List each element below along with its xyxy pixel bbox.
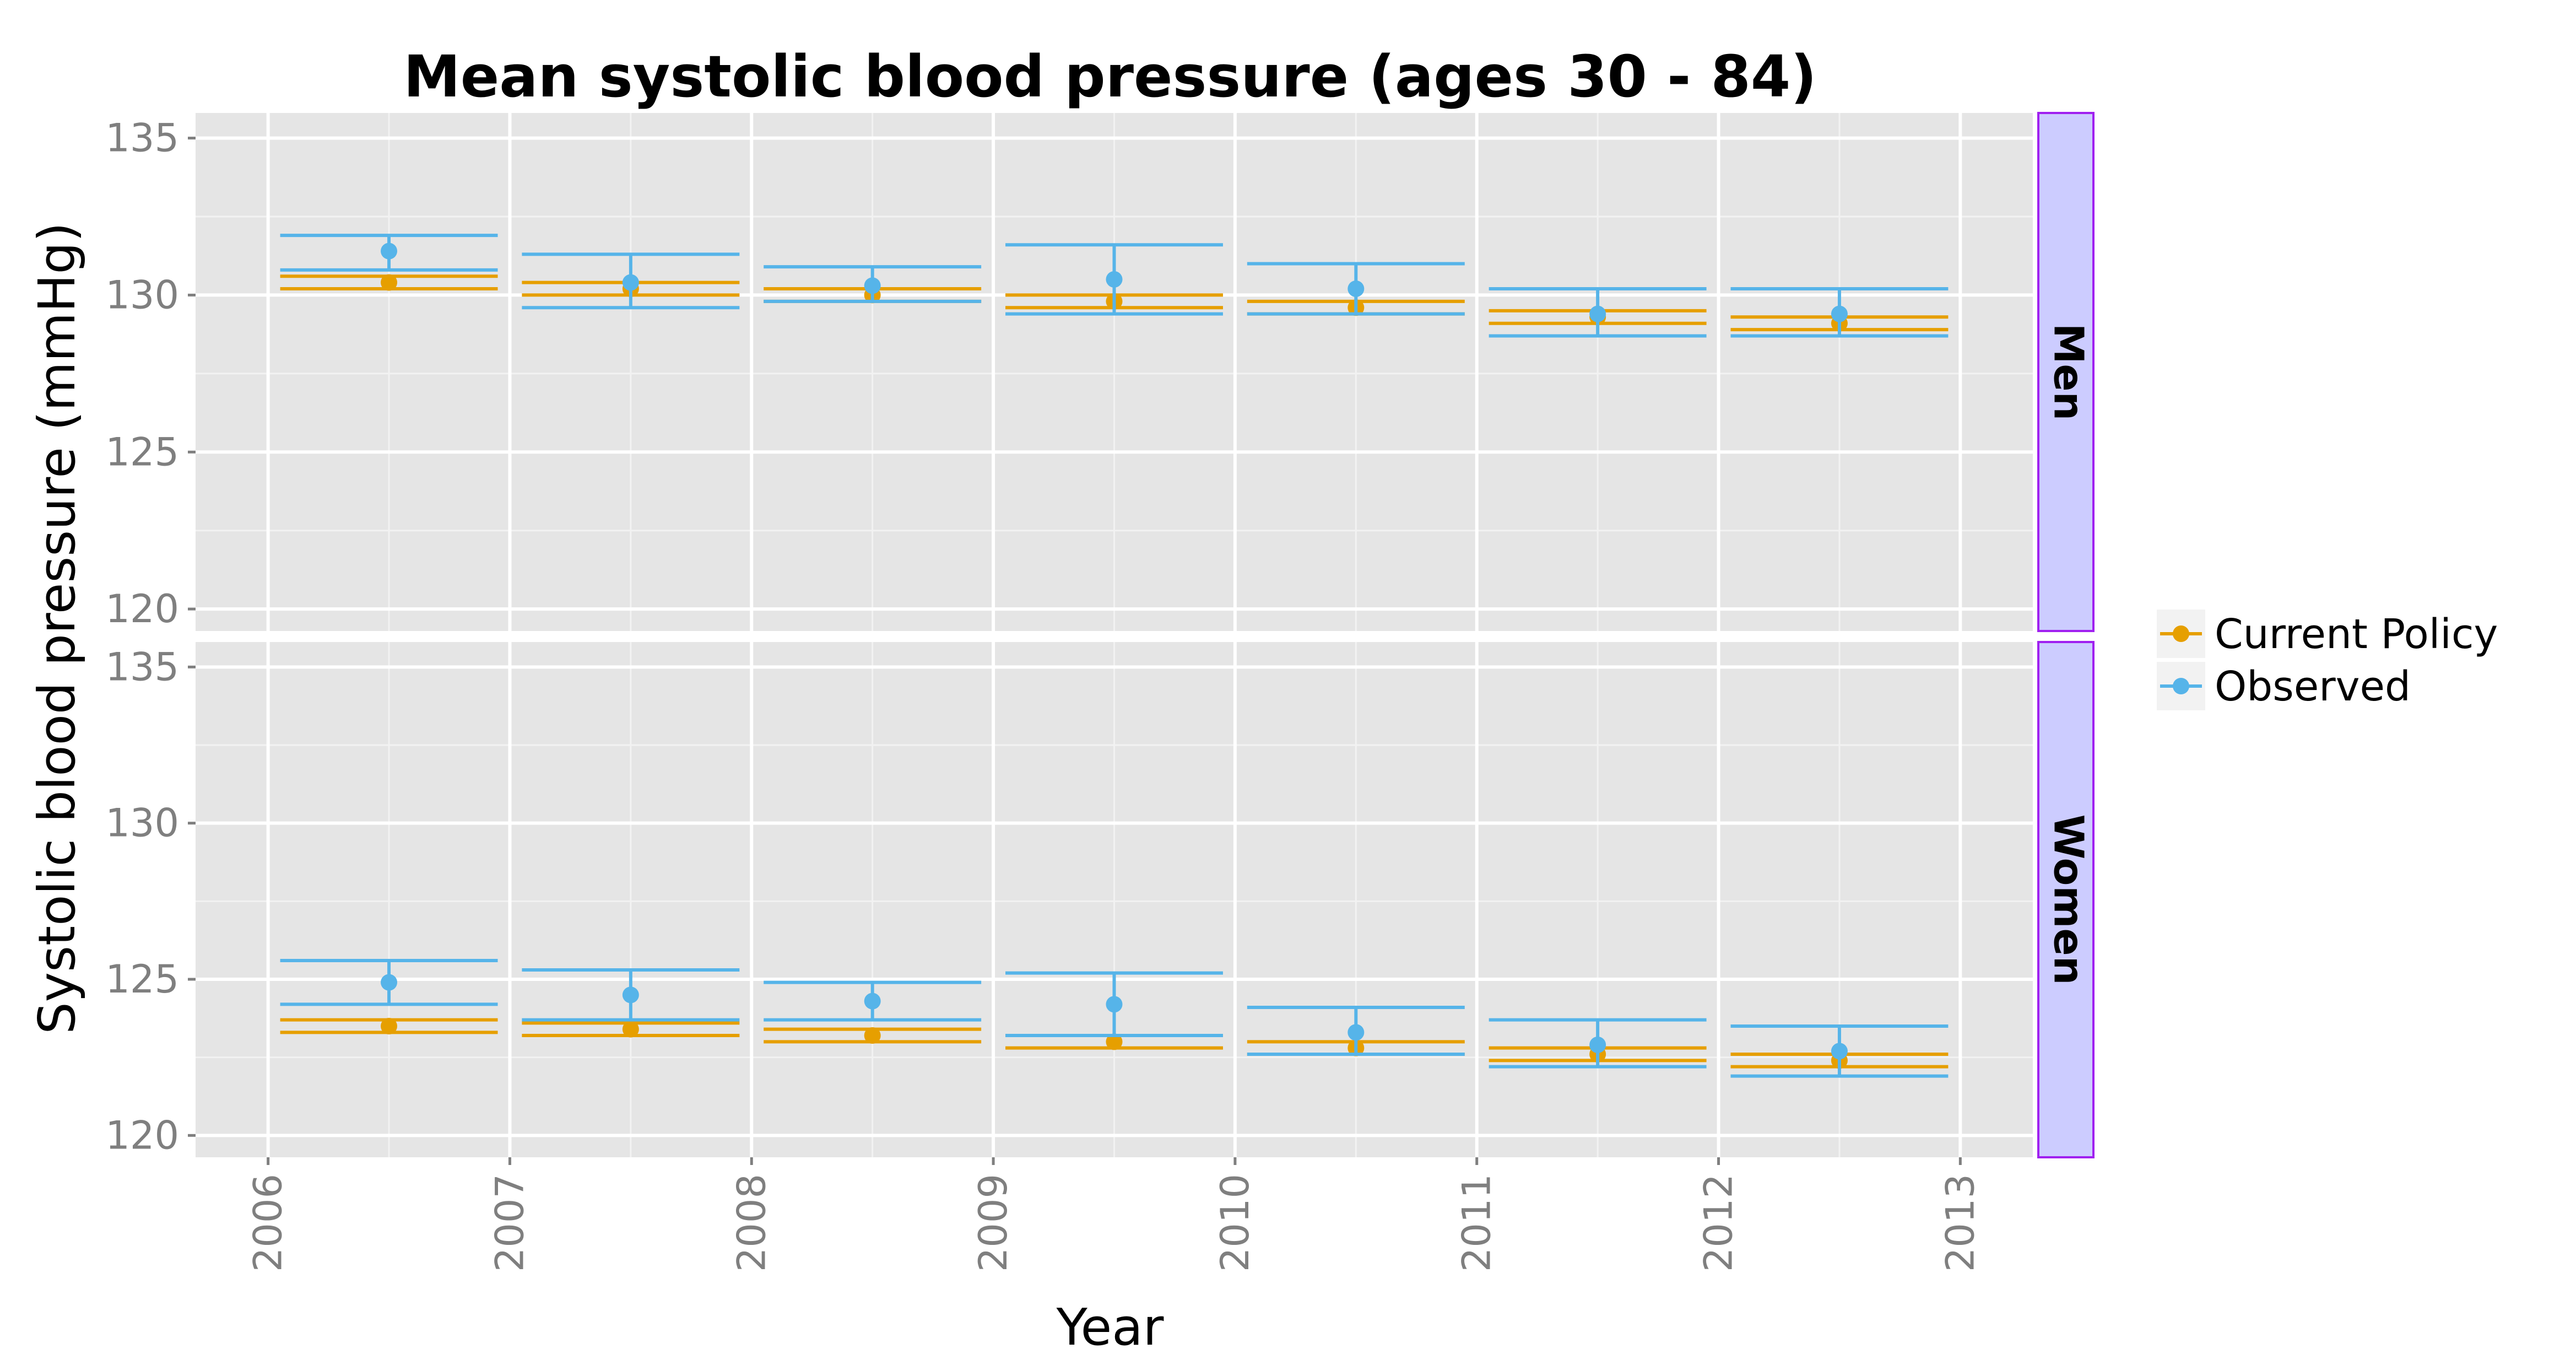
facet-strip-label: Men: [2044, 323, 2092, 421]
data-point: [381, 974, 398, 991]
legend-item-observed: Observed: [2157, 662, 2411, 710]
data-point: [622, 1021, 639, 1038]
data-point: [622, 274, 639, 291]
y-tick-label: 130: [105, 272, 179, 317]
x-tick-label: 2007: [487, 1174, 532, 1272]
data-point: [1347, 1024, 1365, 1041]
x-tick-label: 2006: [246, 1174, 291, 1272]
data-point: [864, 1027, 881, 1044]
facet-strip-label: Women: [2044, 815, 2092, 985]
legend-key-point: [2173, 625, 2189, 642]
data-point: [1106, 996, 1123, 1013]
data-point: [1347, 281, 1365, 298]
y-tick-label: 125: [105, 429, 179, 474]
facet-strip: [2037, 112, 2095, 632]
x-axis: 2006 2007 2008 2009 2010 2011 2012 2013: [246, 1157, 1983, 1272]
y-axis-title: Systolic blood pressure (mmHg): [28, 222, 86, 1034]
data-point: [1589, 305, 1606, 322]
data-point: [381, 242, 398, 260]
x-tick-label: 2009: [971, 1174, 1016, 1272]
y-tick-label: 120: [105, 1113, 179, 1158]
x-tick-label: 2013: [1938, 1174, 1983, 1272]
x-tick-label: 2012: [1696, 1174, 1741, 1272]
data-point: [1106, 1033, 1123, 1050]
panels: 120 125 130 135 Men 120 125 130 135 Women: [105, 112, 2095, 1158]
legend-item-current-policy: Current Policy: [2157, 610, 2498, 658]
data-point: [864, 277, 881, 294]
data-point: [1589, 1037, 1606, 1053]
legend-key-point: [2173, 678, 2189, 694]
data-point: [622, 986, 639, 1004]
x-tick-label: 2010: [1213, 1174, 1258, 1272]
data-point: [381, 274, 398, 291]
data-point: [864, 993, 881, 1010]
x-tick-label: 2008: [729, 1174, 774, 1272]
data-point: [1106, 271, 1123, 288]
data-point: [1831, 305, 1848, 322]
y-tick-label: 125: [105, 957, 179, 1002]
facet-panel-men: 120 125 130 135 Men: [105, 112, 2095, 632]
series-observed: [280, 234, 1949, 338]
y-tick-label: 130: [105, 801, 179, 846]
legend: Current Policy Observed: [2157, 610, 2498, 710]
facet-strip: [2037, 641, 2095, 1158]
x-tick-label: 2011: [1454, 1174, 1500, 1272]
legend-label: Observed: [2215, 663, 2411, 710]
series-observed: [280, 959, 1949, 1078]
facet-panel-women: 120 125 130 135 Women: [105, 641, 2095, 1158]
y-tick-label: 135: [105, 644, 179, 689]
data-point: [1831, 1043, 1848, 1060]
legend-label: Current Policy: [2215, 611, 2498, 658]
y-tick-label: 120: [105, 586, 179, 632]
data-point: [381, 1018, 398, 1034]
x-axis-title: Year: [1056, 1298, 1164, 1357]
y-tick-label: 135: [105, 116, 179, 161]
chart-title: Mean systolic blood pressure (ages 30 - …: [403, 43, 1817, 110]
